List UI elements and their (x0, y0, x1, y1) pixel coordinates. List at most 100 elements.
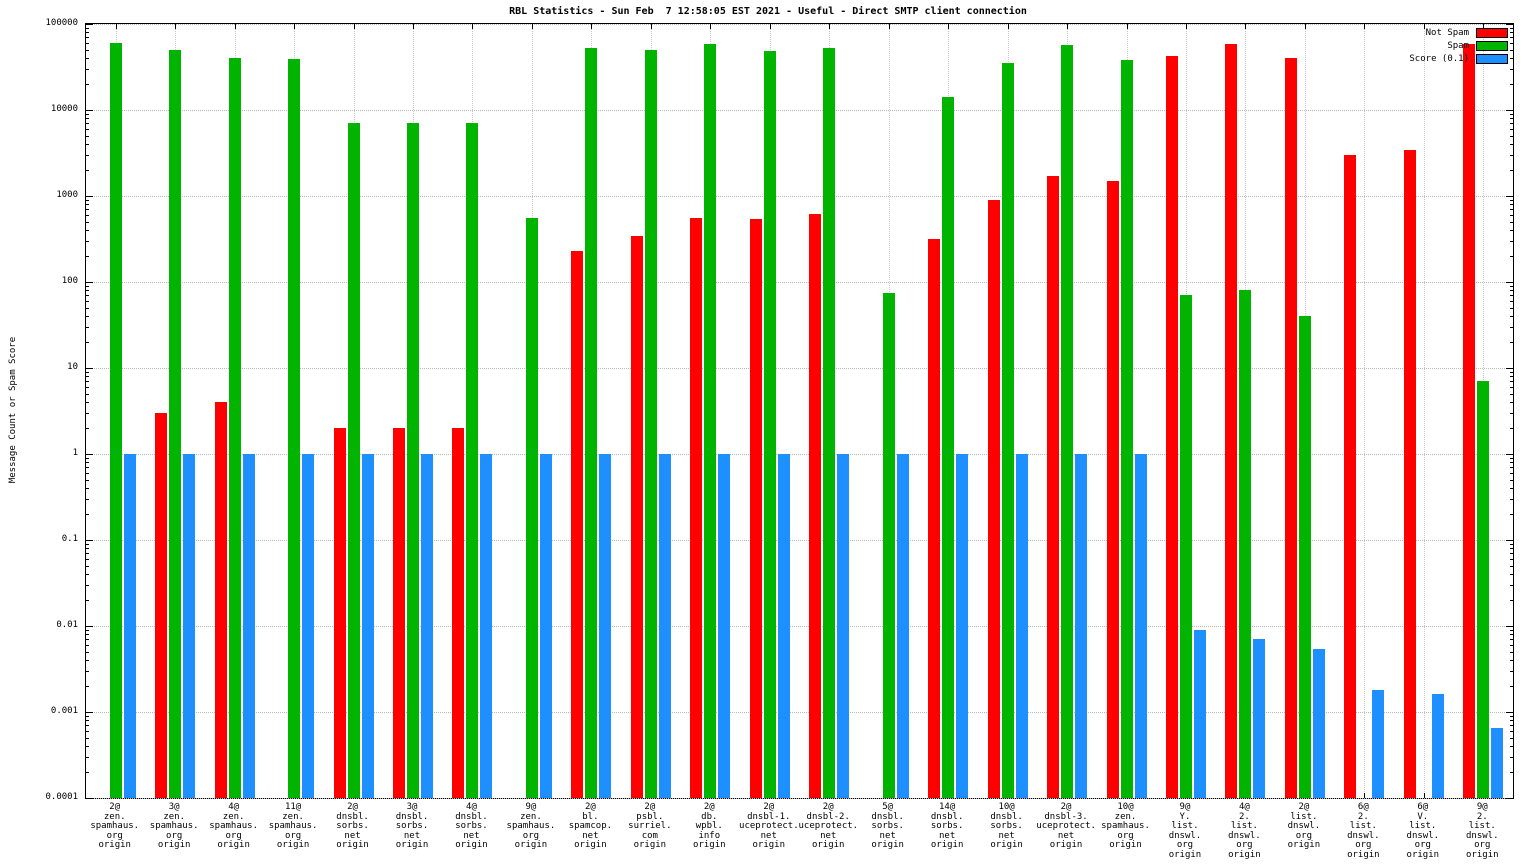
x-category-label-line: spamhaus. (268, 821, 318, 831)
x-category-label-line: 2@ (109, 802, 121, 812)
legend-swatch (1476, 53, 1508, 64)
x-category-label: 6@ V. list. dnswl. org origin (1393, 802, 1452, 860)
x-tick (1364, 24, 1366, 29)
x-tick (650, 24, 652, 29)
x-category-label-line: org (1236, 840, 1253, 850)
x-category-label-line: 2. (1357, 811, 1369, 822)
x-category-label: 5@ dnsbl. sorbs. net origin (858, 802, 917, 851)
y-minor-tick (1510, 428, 1513, 430)
y-minor-tick (86, 715, 89, 717)
x-category-label-line: 2@ (1298, 802, 1310, 812)
y-minor-tick (1510, 553, 1513, 555)
x-tick (769, 24, 771, 29)
x-category-label-line: org (166, 830, 183, 841)
x-category-label-line: 3@ (168, 802, 180, 812)
y-major-tick (86, 454, 93, 455)
y-minor-tick (86, 629, 89, 631)
legend-entry: Score (0.1) (1409, 52, 1508, 65)
y-minor-tick (86, 639, 89, 641)
y-minor-tick (1510, 376, 1513, 378)
x-category-label-line: 4@ (228, 802, 240, 812)
x-category-label-line: zen. (163, 811, 186, 822)
y-minor-tick (1510, 467, 1513, 469)
h-gridline (86, 110, 1513, 111)
x-category-label-line: list. (1290, 811, 1318, 822)
x-category-label-line: 2@ (1060, 802, 1072, 812)
y-minor-tick (86, 584, 89, 586)
y-minor-tick (86, 412, 89, 414)
x-category-label-line: bl. (582, 811, 599, 822)
x-category-label-line: origin (1406, 849, 1440, 860)
x-category-label-line: org (522, 830, 540, 841)
x-category-label-line: 10@ (998, 802, 1015, 812)
x-category-label-line: 4@ (1239, 802, 1250, 812)
x-tick (1423, 793, 1425, 798)
y-minor-tick (1510, 479, 1513, 481)
bar-spam (466, 123, 479, 798)
plot-area (85, 23, 1514, 799)
y-minor-tick (86, 559, 89, 561)
y-minor-tick (1510, 731, 1513, 733)
x-category-label-line: 2@ (347, 802, 358, 812)
x-category-label-line: origin (276, 840, 310, 850)
y-minor-tick (1510, 209, 1513, 211)
y-major-tick (86, 110, 93, 111)
x-category-label-line: list. (1230, 821, 1258, 831)
y-minor-tick (86, 600, 89, 602)
x-tick (472, 24, 474, 29)
bar-score-0-1- (123, 454, 136, 798)
bar-not-spam (690, 218, 703, 798)
y-minor-tick (86, 32, 89, 34)
bar-not-spam (452, 428, 465, 798)
x-category-label-line: origin (811, 840, 845, 850)
bar-not-spam (571, 250, 584, 798)
x-category-label-line: org (106, 830, 123, 841)
legend-label: Score (0.1) (1409, 53, 1469, 64)
x-category-label-line: net (879, 830, 896, 841)
y-minor-tick (1510, 393, 1513, 395)
x-category-label: 2@ dnsbl-2. uceprotect. net origin (799, 802, 859, 851)
x-category-label-line: surriel. (628, 821, 672, 831)
y-minor-tick (86, 342, 89, 344)
y-minor-tick (86, 462, 89, 464)
y-major-tick (86, 196, 93, 197)
y-minor-tick (86, 256, 89, 258)
y-minor-tick (86, 170, 89, 172)
y-minor-tick (86, 686, 89, 688)
x-category-label-line: uceprotect. (1036, 821, 1096, 831)
x-category-label-line: 4@ (466, 802, 477, 812)
x-category-label-line: origin (1168, 849, 1202, 860)
x-tick (1067, 24, 1069, 29)
y-minor-tick (86, 37, 89, 39)
h-gridline (86, 196, 1513, 197)
x-category-label: 9@ 2. list. dnswl. org origin (1453, 802, 1512, 860)
y-major-tick (1506, 712, 1513, 713)
y-major-tick (1506, 196, 1513, 197)
x-category-label-line: dnswl. (1347, 830, 1380, 841)
h-gridline (86, 712, 1513, 713)
legend-swatch (1476, 40, 1508, 51)
y-minor-tick (86, 221, 89, 223)
v-gridline (1364, 24, 1366, 798)
x-category-label: 2@ bl. spamcop. net origin (561, 802, 620, 851)
x-tick (1126, 24, 1128, 29)
x-tick (829, 24, 831, 29)
x-category-label-line: 2@ (703, 802, 715, 812)
y-minor-tick (1510, 290, 1513, 292)
x-category-label-line: dnswl. (1228, 830, 1261, 841)
y-minor-tick (1510, 43, 1513, 45)
bar-not-spam (1047, 176, 1060, 798)
x-category-label-line: origin (1466, 849, 1499, 860)
y-minor-tick (86, 479, 89, 481)
y-minor-tick (86, 720, 89, 722)
x-category-label-line: Y. (1179, 811, 1191, 822)
x-category-label-line: org (1414, 840, 1431, 850)
x-category-label-line: 3@ (406, 802, 418, 812)
y-minor-tick (86, 756, 89, 758)
bar-score-0-1- (896, 454, 909, 798)
y-axis-label: Message Count or Spam Score (8, 336, 18, 484)
y-tick-label: 10 (67, 362, 78, 372)
x-category-label-line: 9@ (525, 802, 537, 812)
bar-not-spam (987, 199, 1000, 798)
y-tick-label: 1000 (56, 190, 78, 200)
